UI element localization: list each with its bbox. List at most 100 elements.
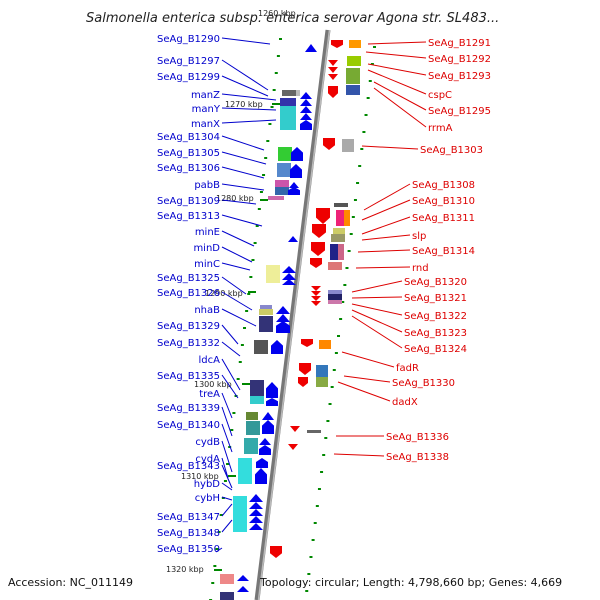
left-leader-line	[221, 214, 263, 227]
right-leader-line	[343, 375, 391, 383]
minor-tick	[330, 386, 334, 388]
right-leader-line	[361, 216, 411, 235]
right-gene-label: SeAg_B1336	[386, 432, 449, 443]
gene-block	[282, 90, 296, 96]
forward-gene	[276, 314, 290, 322]
gene-block	[328, 294, 342, 300]
minor-tick	[251, 259, 255, 261]
minor-tick	[232, 412, 236, 414]
reverse-gene	[312, 224, 326, 238]
gene-block	[347, 56, 361, 66]
minor-tick	[307, 573, 311, 575]
minor-tick	[317, 488, 321, 490]
left-gene-label: manZ	[191, 90, 220, 101]
gene-block	[346, 68, 360, 84]
right-gene-label: rrmA	[428, 123, 453, 134]
right-gene-label: SeAg_B1322	[404, 311, 467, 322]
left-leader-line	[221, 135, 265, 151]
left-leader-line	[221, 503, 233, 517]
minor-tick	[345, 267, 349, 269]
minor-tick	[226, 463, 230, 465]
minor-tick	[247, 293, 251, 295]
gene-block	[331, 234, 345, 242]
minor-tick	[358, 165, 362, 167]
right-gene-label: SeAg_B1321	[404, 293, 467, 304]
forward-gene	[266, 382, 278, 398]
forward-gene	[300, 120, 312, 130]
gene-block	[254, 340, 268, 354]
reverse-gene	[311, 286, 321, 291]
forward-gene	[249, 516, 263, 523]
minor-tick	[223, 480, 227, 482]
left-gene-label: cydB	[195, 437, 220, 448]
minor-tick	[364, 114, 368, 116]
left-gene-labels: SeAg_B1290 SeAg_B1297 SeAg_B1299 manZ manY ma…	[157, 34, 221, 555]
minor-tick	[334, 352, 338, 354]
left-gene-label: SeAg_B1335	[157, 371, 220, 382]
right-gene-label: SeAg_B1291	[428, 38, 491, 49]
forward-gene	[291, 147, 303, 161]
minor-tick	[324, 437, 328, 439]
minor-tick	[368, 80, 372, 82]
right-gene-labels: SeAg_B1291 SeAg_B1292 SeAg_B1293 cspC SeAg_B…	[386, 38, 491, 463]
left-leader-line	[221, 230, 255, 247]
minor-tick	[328, 403, 332, 405]
minor-tick	[240, 344, 244, 346]
gene-block	[307, 430, 321, 433]
minor-tick	[337, 335, 341, 337]
left-gene-label: SeAg_B1297	[157, 56, 220, 67]
kbp-label: 1270 kbp	[225, 100, 263, 109]
gene-features	[220, 40, 361, 600]
left-gene-label: SeAg_B1343	[157, 461, 220, 472]
minor-tick	[373, 46, 377, 48]
right-gene-label: SeAg_B1324	[404, 344, 467, 355]
left-leader-line	[221, 392, 233, 419]
gene-block	[328, 262, 342, 270]
right-gene-label: SeAg_B1303	[420, 145, 483, 156]
left-leader-line	[221, 358, 241, 391]
right-leader-line	[373, 81, 427, 111]
minor-tick	[309, 556, 313, 558]
gene-block	[330, 244, 338, 260]
left-leader-line	[221, 482, 233, 491]
left-gene-label: hybD	[194, 479, 221, 490]
minor-tick	[347, 250, 351, 252]
kbp-label: 1300 kbp	[194, 380, 232, 389]
right-leader-line	[365, 51, 427, 59]
forward-gene	[282, 273, 296, 280]
right-leader-line	[341, 351, 395, 368]
minor-tick	[262, 174, 266, 176]
right-gene-label: SeAg_B1338	[386, 452, 449, 463]
left-leader-line	[221, 166, 265, 179]
left-gene-label: SeAg_B1332	[157, 338, 220, 349]
left-leader-line	[221, 496, 233, 501]
reverse-gene	[328, 74, 338, 80]
gene-block	[233, 496, 247, 532]
left-gene-label: SeAg_B1347	[157, 512, 220, 523]
left-gene-label: cybH	[195, 493, 220, 504]
forward-gene	[276, 321, 290, 333]
gene-block	[338, 244, 344, 260]
minor-tick	[326, 420, 330, 422]
minor-tick	[249, 276, 253, 278]
gene-block	[220, 574, 234, 584]
minor-tick	[228, 446, 232, 448]
right-leader-line	[355, 266, 411, 269]
left-leader-line	[221, 262, 251, 271]
right-leader-line	[367, 41, 427, 45]
forward-gene	[249, 509, 263, 516]
right-gene-label: SeAg_B1323	[404, 328, 467, 339]
gene-block	[266, 265, 280, 283]
left-leader-line	[221, 457, 229, 479]
minor-tick	[230, 429, 234, 431]
forward-gene	[300, 106, 312, 113]
gene-block	[278, 147, 292, 161]
right-leader-line	[373, 87, 427, 128]
left-gene-label: SeAg_B1350	[157, 544, 220, 555]
right-leader-line	[333, 453, 385, 457]
left-leader-line	[221, 276, 247, 295]
minor-tick	[315, 505, 319, 507]
gene-block	[246, 412, 258, 420]
right-gene-label: dadX	[392, 397, 418, 408]
forward-gene	[305, 44, 317, 52]
